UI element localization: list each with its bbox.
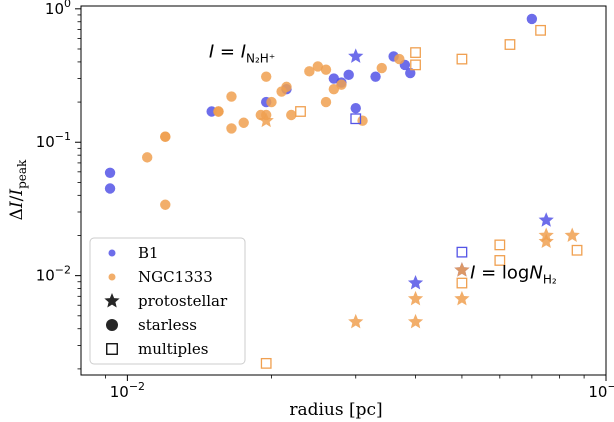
point-b1: [104, 183, 116, 194]
point-ngc1333-protostellar: [258, 112, 274, 128]
plot-frame: [80, 5, 607, 376]
point-ngc1333: [394, 53, 405, 65]
point-b1-multiples: [350, 113, 362, 125]
point-b1: [343, 69, 354, 81]
point-ngc1333-multiples: [456, 53, 468, 65]
legend-marker-protostellar: [104, 293, 120, 308]
x-tick-label: 10−1: [588, 380, 614, 401]
point-ngc1333: [226, 91, 237, 102]
point-ngc1333: [328, 83, 340, 95]
point-ngc1333-protostellar: [564, 227, 580, 242]
point-ngc1333: [376, 62, 387, 74]
point-ngc1333-multiples: [494, 255, 506, 266]
point-ngc1333-multiples: [410, 47, 421, 58]
annotation-logn: I = logNH₂: [470, 263, 557, 287]
point-ngc1333-multiples: [571, 244, 583, 256]
legend-label-ngc1333: NGC1333: [138, 268, 213, 286]
point-ngc1333-multiples: [410, 59, 421, 71]
point-b1-protostellar: [538, 212, 554, 227]
point-ngc1333: [286, 109, 297, 121]
point-ngc1333: [336, 79, 347, 90]
legend-marker-multiples: [106, 343, 118, 355]
legend-label-multiples: multiples: [138, 340, 208, 358]
point-ngc1333: [304, 66, 315, 77]
annotation-n2h: I = IN₂H⁺: [209, 42, 275, 66]
point-ngc1333: [281, 81, 292, 93]
x-axis-label: radius [pc]: [289, 400, 382, 420]
point-ngc1333: [260, 71, 272, 82]
point-ngc1333-protostellar: [454, 262, 470, 277]
point-ngc1333-protostellar: [454, 290, 470, 306]
point-ngc1333: [141, 152, 153, 163]
legend-label-starless: starless: [138, 316, 197, 334]
point-b1: [350, 102, 361, 114]
point-ngc1333-protostellar: [348, 313, 364, 329]
point-b1: [104, 167, 116, 179]
legend-label-protostellar: protostellar: [138, 292, 228, 310]
point-b1-protostellar: [407, 275, 424, 290]
point-ngc1333: [357, 115, 368, 126]
legend-marker-b1: [108, 249, 116, 257]
plot-area: I = IN₂H⁺ I = logNH₂: [104, 13, 583, 369]
y-axis-label: ΔI/Ipeak: [7, 159, 29, 220]
point-ngc1333-multiples: [456, 277, 468, 289]
point-ngc1333: [213, 106, 224, 117]
svg-text:ΔI/Ipeak: ΔI/Ipeak: [7, 159, 29, 220]
legend: B1 NGC1333 protostellar starless multiples: [89, 237, 246, 365]
point-b1-multiples: [456, 246, 468, 258]
point-b1: [526, 13, 538, 25]
point-ngc1333-multiples: [494, 239, 506, 251]
axes: 10−2 10−1 10−2 10−1 100: [36, 0, 614, 401]
point-ngc1333-protostellar: [407, 290, 424, 306]
point-ngc1333-multiples: [504, 39, 516, 50]
legend-label-b1: B1: [138, 244, 159, 262]
point-ngc1333-multiples: [535, 24, 546, 36]
point-b1: [370, 71, 381, 82]
point-ngc1333-multiples: [295, 106, 306, 117]
point-ngc1333-protostellar: [407, 313, 424, 329]
point-ngc1333: [266, 96, 277, 108]
point-ngc1333: [160, 199, 171, 210]
point-ngc1333: [160, 131, 171, 142]
point-ngc1333: [320, 64, 332, 75]
point-ngc1333-protostellar: [538, 233, 554, 249]
legend-marker-ngc1333: [108, 273, 116, 281]
y-tick-label: 100: [45, 0, 71, 18]
point-ngc1333: [238, 117, 249, 128]
point-b1-protostellar: [348, 48, 364, 63]
y-tick-label: 10−2: [36, 264, 71, 285]
legend-box: [89, 237, 246, 365]
point-ngc1333: [226, 123, 237, 134]
point-ngc1333-multiples: [260, 357, 272, 369]
y-tick-label: 10−1: [36, 130, 71, 151]
point-ngc1333: [320, 96, 332, 108]
point-ngc1333: [312, 61, 324, 72]
legend-marker-starless: [106, 319, 118, 331]
point-b1: [405, 67, 416, 79]
x-tick-label: 10−2: [110, 380, 145, 401]
